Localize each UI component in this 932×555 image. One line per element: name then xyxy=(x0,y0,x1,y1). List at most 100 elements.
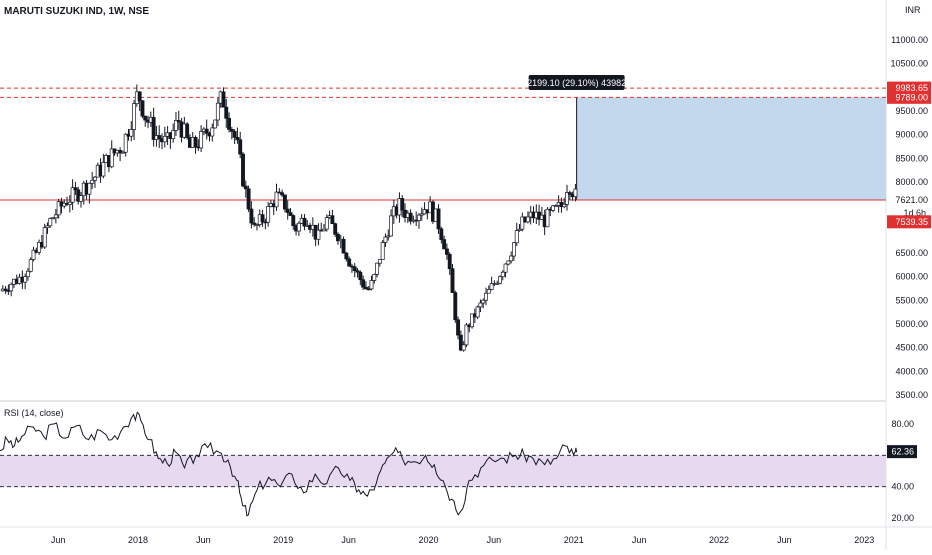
level-high-tag: 9983.65 xyxy=(895,83,928,93)
long-position-box[interactable] xyxy=(576,97,886,200)
candle-body xyxy=(484,292,488,301)
candle-body xyxy=(366,288,371,291)
candle-body xyxy=(408,212,413,222)
candle-body xyxy=(246,188,251,210)
candle-body xyxy=(489,283,494,290)
price-tick-label: 6000.00 xyxy=(895,272,928,282)
candle-body xyxy=(224,106,229,119)
horizontal-levels[interactable] xyxy=(0,87,886,201)
last-price-tag: 7621.00 xyxy=(895,195,928,205)
candle-body xyxy=(442,239,447,250)
candle-body xyxy=(291,215,296,227)
chart-title[interactable]: MARUTI SUZUKI IND, 1W, NSE xyxy=(4,6,149,17)
time-tick-label: Jun xyxy=(341,535,356,545)
candle-body xyxy=(495,282,500,285)
candle-body xyxy=(363,286,368,290)
rsi-tick-label: 80.00 xyxy=(891,419,914,429)
candlestick-series xyxy=(0,84,578,352)
time-tick-label: Jun xyxy=(777,535,792,545)
countdown-label: 1d 6h xyxy=(903,208,926,218)
candle-body xyxy=(45,225,50,228)
candle-body xyxy=(118,150,123,154)
candle-body xyxy=(444,248,449,255)
candle-body xyxy=(87,182,92,195)
candle-body xyxy=(51,217,56,220)
price-tick-label: 9500.00 xyxy=(895,106,928,116)
price-tick-label: 4500.00 xyxy=(895,343,928,353)
candle-body xyxy=(238,139,243,155)
time-tick-label: 2023 xyxy=(854,535,874,545)
candle-body xyxy=(567,192,572,195)
candle-body xyxy=(241,153,245,187)
candle-body xyxy=(506,260,511,265)
candle-body xyxy=(525,216,530,223)
candle-body xyxy=(28,259,33,272)
time-tick-label: 2020 xyxy=(418,535,438,545)
candle-body xyxy=(475,306,480,318)
time-tick-label: 2022 xyxy=(709,535,729,545)
candle-body xyxy=(333,223,338,235)
candle-body xyxy=(453,292,458,321)
candle-body xyxy=(288,212,293,216)
candle-body xyxy=(129,129,134,137)
candle-body xyxy=(347,258,352,267)
candle-body xyxy=(565,192,569,205)
candle-body xyxy=(500,271,505,278)
candle-body xyxy=(280,192,285,196)
candle-body xyxy=(48,218,53,227)
support-tag-bg xyxy=(887,215,931,229)
candle-body xyxy=(274,191,279,208)
candle-body xyxy=(520,216,525,230)
candle-body xyxy=(389,215,393,237)
candle-body xyxy=(302,217,307,227)
candle-body xyxy=(324,217,329,230)
candle-body xyxy=(137,91,142,102)
candle-body xyxy=(400,198,405,211)
price-tick-label: 11000.00 xyxy=(891,35,928,45)
candle-body xyxy=(355,270,360,273)
candle-body xyxy=(185,123,190,138)
candle-body xyxy=(79,195,83,202)
candle-body xyxy=(109,148,114,168)
candle-body xyxy=(380,242,385,260)
candle-body xyxy=(232,131,237,138)
candle-body xyxy=(25,270,30,278)
candle-body xyxy=(296,222,301,232)
candle-body xyxy=(266,206,271,223)
rsi-current-tag: 62.36 xyxy=(891,447,914,457)
candle-body xyxy=(151,116,156,140)
candle-body xyxy=(93,176,97,181)
candle-body xyxy=(171,130,176,139)
price-tick-label: 5500.00 xyxy=(895,295,928,305)
candle-body xyxy=(70,187,75,203)
candle-body xyxy=(503,263,508,273)
candle-body xyxy=(336,233,340,242)
price-tick-label: 6500.00 xyxy=(895,248,928,258)
candle-body xyxy=(352,266,357,272)
candle-body xyxy=(252,222,257,225)
last-price-tag-bg xyxy=(887,193,931,207)
measure-label[interactable]: 2199.10 (29.10%) 43982 xyxy=(527,75,626,90)
level-box-top-tag-bg xyxy=(887,90,931,104)
price-tick-label: 9000.00 xyxy=(895,130,928,140)
candle-body xyxy=(221,91,226,108)
rsi-title[interactable]: RSI (14, close) xyxy=(4,408,64,418)
candle-body xyxy=(514,230,519,244)
time-tick-label: 2021 xyxy=(564,535,584,545)
candle-body xyxy=(23,276,28,283)
candle-body xyxy=(3,288,8,291)
price-tick-label: 8000.00 xyxy=(895,177,928,187)
candle-body xyxy=(213,119,218,129)
price-axis-ticks: 11000.00 10500.00 9500.00 9000.00 8500.00 800… xyxy=(890,35,928,400)
measure-label-text: 2199.10 (29.10%) 43982 xyxy=(527,78,626,88)
time-axis-ticks: Jun 2018 Jun 2019 Jun 2020 Jun 2021 Jun 2022 Jun 20… xyxy=(51,535,874,545)
support-tag: 7539.35 xyxy=(895,217,928,227)
time-tick-label: Jun xyxy=(632,535,647,545)
candle-body xyxy=(573,188,578,198)
candle-body xyxy=(498,276,502,284)
candle-body xyxy=(386,235,391,238)
candle-body xyxy=(316,229,321,240)
candle-body xyxy=(545,208,550,228)
rsi-tick-label: 20.00 xyxy=(891,513,914,523)
